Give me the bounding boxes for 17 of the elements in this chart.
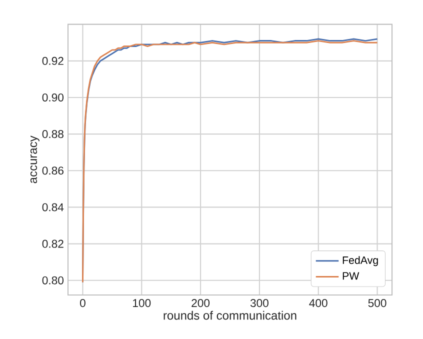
- y-tick-label: 0.82: [42, 240, 64, 248]
- y-tick-label: 0.84: [42, 203, 64, 212]
- x-tick-label: 400: [309, 299, 328, 308]
- y-tick-label: 0.80: [42, 276, 64, 284]
- x-tick-label: 500: [368, 299, 386, 308]
- legend-label: FedAvg: [342, 256, 378, 266]
- x-tick-label: 100: [133, 299, 151, 308]
- y-tick-label: 0.88: [42, 130, 64, 138]
- x-tick-label: 300: [250, 299, 268, 308]
- y-tick-label: 0.86: [42, 166, 64, 175]
- y-tick-label: 0.90: [42, 93, 64, 102]
- x-tick-label: 200: [192, 299, 210, 308]
- x-axis-title: rounds of communication: [164, 310, 296, 320]
- x-tick-label: 0: [80, 299, 86, 308]
- legend-label: PW: [342, 272, 360, 280]
- y-tick-label: 0.92: [42, 56, 64, 65]
- y-axis-title: accuracy: [30, 136, 40, 184]
